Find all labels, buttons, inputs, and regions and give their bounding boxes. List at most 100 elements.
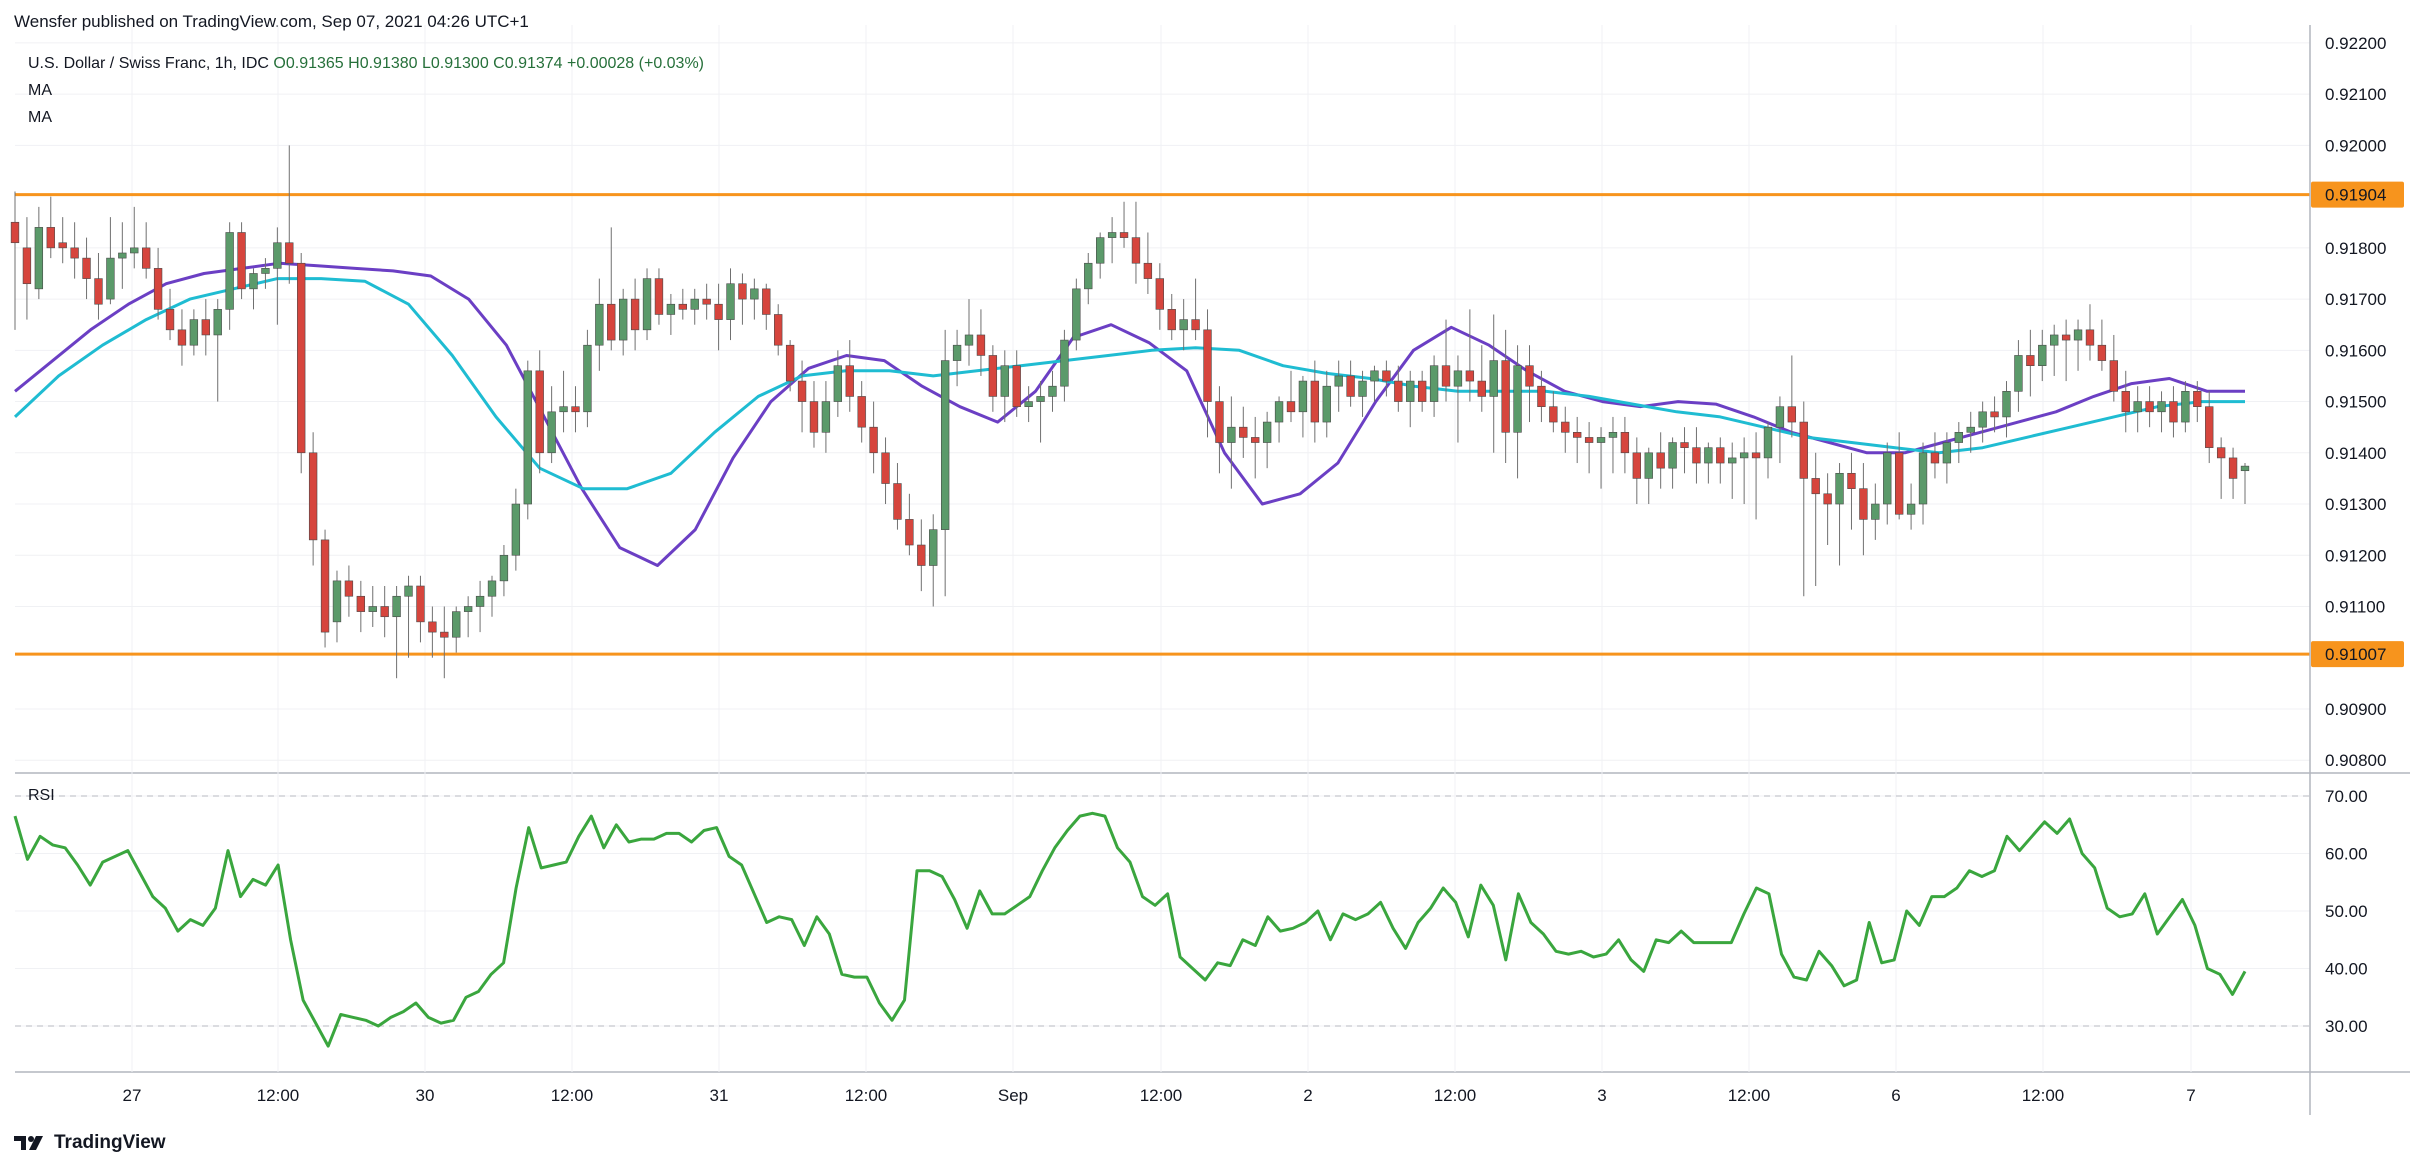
horizontal-level-lines[interactable] xyxy=(15,193,2310,656)
candle-body xyxy=(392,595,401,618)
candle xyxy=(630,278,640,351)
candle xyxy=(2216,437,2226,499)
candle-body xyxy=(654,278,664,315)
candle-body xyxy=(1215,401,1224,443)
candle-body xyxy=(1775,406,1785,428)
candle xyxy=(809,381,819,448)
price-axis[interactable]: 0.92200 0.92100 0.92000 0.91800 0.91700 0.916… xyxy=(2309,25,2386,1115)
candle xyxy=(1573,416,1582,464)
level-label-box xyxy=(2311,641,2404,668)
candle xyxy=(237,222,246,300)
candle-body xyxy=(2073,329,2083,341)
candle xyxy=(1239,406,1248,458)
candle xyxy=(774,304,783,356)
candle-body xyxy=(1429,365,1439,402)
candle-body xyxy=(308,452,318,541)
candle-body xyxy=(2121,391,2130,413)
rsi-panel xyxy=(13,795,2310,1048)
candle-body xyxy=(1096,237,1105,264)
candle-body xyxy=(1811,478,1820,495)
candle xyxy=(82,237,91,300)
candle-body xyxy=(1692,447,1701,464)
candle-body xyxy=(10,221,20,244)
candle-body xyxy=(1274,401,1284,423)
candle xyxy=(1620,416,1630,474)
time-tick-label: 12:00 xyxy=(1434,1086,1477,1105)
time-tick-label: 12:00 xyxy=(845,1086,888,1105)
candle xyxy=(1799,401,1808,597)
candle xyxy=(297,252,306,474)
candle-body xyxy=(1000,365,1009,397)
candle-body xyxy=(1918,452,1928,505)
candle-body xyxy=(1537,385,1546,407)
ma-line-1 xyxy=(14,261,2245,567)
candle-body xyxy=(2193,391,2202,407)
candle-body xyxy=(1179,319,1188,331)
candle-body xyxy=(1012,365,1021,407)
candle xyxy=(1537,370,1546,423)
candle xyxy=(1525,345,1534,423)
candle-body xyxy=(1036,396,1045,402)
price-tick-label: 0.91500 xyxy=(2325,393,2386,412)
price-tick-label: 0.90800 xyxy=(2325,751,2386,770)
symbol-legend[interactable]: U.S. Dollar / Swiss Franc, 1h, IDC O0.91… xyxy=(28,55,704,73)
candle-body xyxy=(1596,437,1606,443)
candle-body xyxy=(1060,339,1069,387)
candle-body xyxy=(702,298,711,305)
candle xyxy=(1811,452,1820,586)
candle xyxy=(1215,386,1224,474)
candle xyxy=(1334,360,1343,412)
time-axis[interactable]: 27 12:00 30 12:00 31 12:00 Sep 12:00 2 12:00 3 12:0… xyxy=(123,1086,2196,1105)
moving-average-lines xyxy=(13,261,2245,567)
candle xyxy=(666,293,676,335)
candle-body xyxy=(297,262,306,454)
candle-body xyxy=(70,247,79,259)
candle xyxy=(46,196,55,259)
candle-body xyxy=(1382,370,1391,382)
tradingview-logo[interactable]: TradingView xyxy=(14,1132,166,1154)
candle xyxy=(1704,442,1713,484)
candle xyxy=(273,227,282,325)
candle-body xyxy=(785,344,795,382)
candle xyxy=(2038,329,2047,382)
candle-body xyxy=(332,580,342,623)
candle-body xyxy=(1489,360,1498,397)
candle-body xyxy=(2157,401,2166,413)
candle xyxy=(571,386,580,433)
indicator-legend-rsi[interactable]: RSI xyxy=(28,787,55,804)
candle-body xyxy=(1048,385,1057,397)
candle xyxy=(1930,432,1940,479)
candle xyxy=(2145,386,2154,428)
candle xyxy=(392,586,401,679)
candle-body xyxy=(1119,232,1129,238)
candle-body xyxy=(106,257,115,300)
candle-body xyxy=(440,631,449,638)
candle-body xyxy=(130,247,139,254)
candle xyxy=(1274,396,1284,443)
candle xyxy=(881,437,890,505)
candle xyxy=(1596,427,1606,489)
candle xyxy=(201,299,210,356)
candle xyxy=(2073,319,2083,371)
candle xyxy=(463,596,473,638)
candle-body xyxy=(475,595,485,607)
candle xyxy=(1489,314,1498,453)
candle xyxy=(1739,437,1749,505)
indicator-legend-ma-2[interactable]: MA xyxy=(28,109,52,126)
candle xyxy=(2157,391,2166,433)
candle-body xyxy=(988,355,998,397)
indicator-legend-ma-1[interactable]: MA xyxy=(28,82,52,99)
candle xyxy=(94,252,103,320)
candle xyxy=(750,278,759,320)
candle xyxy=(2169,386,2178,438)
candle xyxy=(499,545,509,597)
candlestick-series xyxy=(10,145,2250,679)
candle xyxy=(1871,483,1880,540)
candle xyxy=(261,258,270,289)
high-value: H0.91380 xyxy=(348,55,418,72)
level-label-text: 0.91904 xyxy=(2325,186,2386,205)
candle-body xyxy=(1573,432,1582,438)
candle-body xyxy=(511,503,521,556)
candle xyxy=(1072,278,1081,351)
